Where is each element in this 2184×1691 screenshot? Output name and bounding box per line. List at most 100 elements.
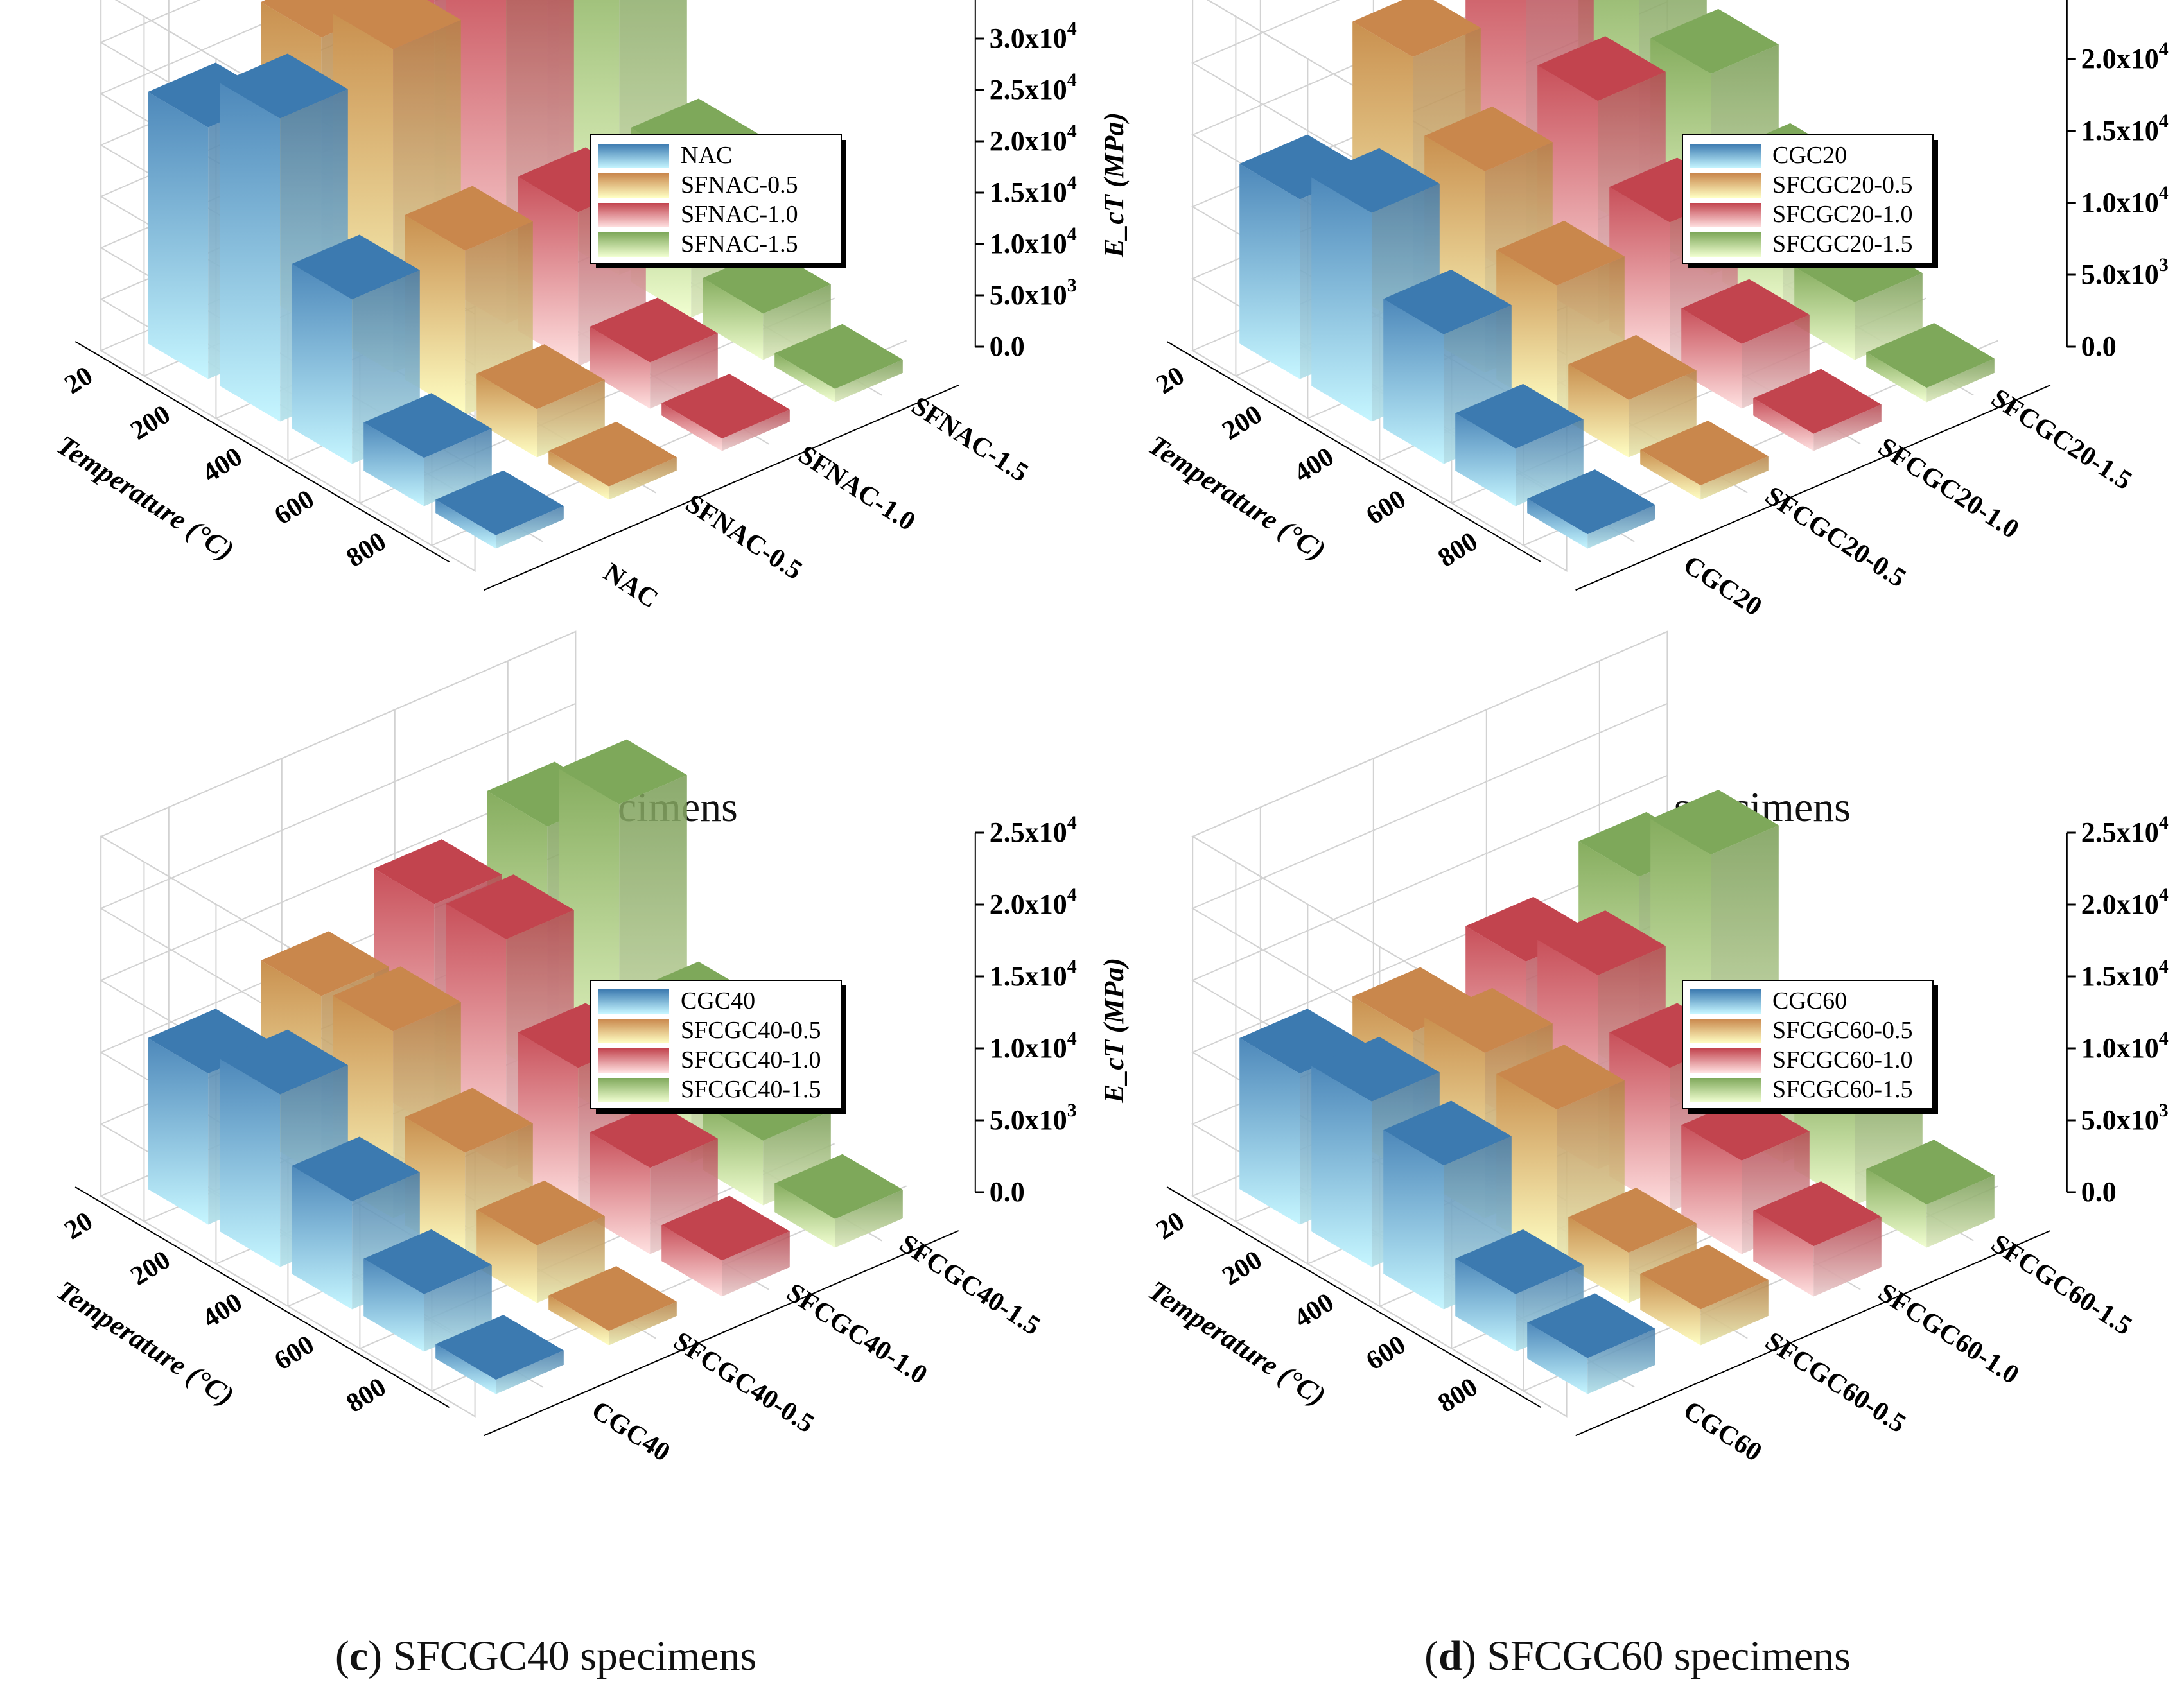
z-tick-label: 2.0x104 xyxy=(990,884,1077,920)
legend-label: SFCGC20-1.0 xyxy=(1772,201,1913,228)
temp-tick-label: 200 xyxy=(1218,399,1268,446)
bar-NAC-400 xyxy=(292,234,420,464)
z-tick-label: 3.5x104 xyxy=(990,0,1077,3)
bars xyxy=(148,739,903,1394)
bar-SFCGC20-0.5-600 xyxy=(1568,334,1697,458)
bar-SFCGC60-1.0-800 xyxy=(1753,1181,1882,1297)
legend-label: SFCGC60-1.5 xyxy=(1772,1076,1913,1103)
legend-label: SFCGC60-0.5 xyxy=(1772,1017,1913,1044)
z-tick-label: 2.5x104 xyxy=(990,69,1077,105)
caption-c: (c) SFCGC40 specimens xyxy=(335,1633,757,1679)
legend-swatch xyxy=(1690,232,1761,257)
legend-label: SFCGC40-0.5 xyxy=(681,1017,821,1044)
z-tick-label: 2.0x104 xyxy=(2081,884,2169,920)
panel-d: 20 200 400 600 800 Temperature (°C) CGC60 SFCGC… xyxy=(1092,630,2183,1691)
z-tick-label: 2.0x104 xyxy=(990,121,1077,157)
z-tick-label: 5.0x103 xyxy=(2081,1100,2169,1136)
z-tick-label: 0.0 xyxy=(2081,1176,2117,1208)
legend-label: CGC60 xyxy=(1772,987,1847,1014)
series-tick-label: SFCGC40-1.5 xyxy=(895,1229,1045,1341)
bar-SFCGC40-1.5-800 xyxy=(774,1154,903,1248)
z-tick-label: 5.0x103 xyxy=(990,275,1077,311)
temp-tick-label: 400 xyxy=(1289,1287,1340,1333)
z-tick-label: 5.0x103 xyxy=(990,1100,1077,1136)
temp-tick-label: 600 xyxy=(270,484,320,530)
bar-NAC-800 xyxy=(435,470,564,549)
bar-SFCGC60-1.5-800 xyxy=(1866,1140,1995,1248)
temp-tick-label: 20 xyxy=(60,361,98,400)
legend-label: SFCGC60-1.0 xyxy=(1772,1046,1913,1073)
bar-NAC-600 xyxy=(363,393,492,507)
z-tick-label: 2.5x104 xyxy=(2081,0,2169,3)
bar-CGC20-800 xyxy=(1527,469,1655,549)
temp-tick-label: 800 xyxy=(342,1372,392,1418)
z-axis-title: E_cT (MPa) xyxy=(1098,112,1130,258)
panel-a: 20 200 400 600 800 Temperature (°C) NAC SFNAC-0… xyxy=(0,0,1130,846)
bar-CGC40-800 xyxy=(435,1315,564,1394)
z-tick-label: 1.0x104 xyxy=(990,1028,1077,1064)
z-tick-label: 1.0x104 xyxy=(990,223,1077,259)
panel-c: 20 200 400 600 800 Temperature (°C) CGC40 SFCGC… xyxy=(0,630,1130,1691)
temp-tick-label: 20 xyxy=(1151,361,1190,400)
bar-SFCGC40-0.5-800 xyxy=(548,1266,677,1346)
legend-swatch xyxy=(598,144,669,168)
legend-label: NAC xyxy=(681,142,732,169)
z-tick-label: 1.5x104 xyxy=(990,172,1077,208)
legend-swatch xyxy=(598,232,669,257)
z-tick-label: 1.0x104 xyxy=(2081,1028,2169,1064)
legend-swatch xyxy=(1690,989,1761,1014)
temperature-axis-title: Temperature (°C) xyxy=(1143,429,1331,566)
bar-CGC20-600 xyxy=(1455,383,1584,507)
z-tick-label: 5.0x103 xyxy=(2081,254,2169,290)
bars xyxy=(1239,790,1995,1394)
temp-tick-label: 400 xyxy=(198,1287,248,1333)
temp-tick-label: 600 xyxy=(270,1330,320,1376)
series-tick-label: SFCGC40-0.5 xyxy=(668,1326,819,1439)
z-tick-label: 0.0 xyxy=(990,1176,1025,1208)
legend-label: SFCGC20-0.5 xyxy=(1772,171,1913,198)
legend-swatch xyxy=(1690,1078,1761,1102)
temp-tick-label: 400 xyxy=(1289,442,1340,488)
legend-swatch xyxy=(1690,1048,1761,1073)
bar-CGC60-800 xyxy=(1527,1293,1655,1394)
legend-label: SFNAC-1.0 xyxy=(681,201,798,228)
temp-tick-label: 20 xyxy=(1151,1206,1190,1245)
series-tick-label: SFNAC-1.0 xyxy=(793,440,920,537)
z-tick-label: 1.5x104 xyxy=(2081,110,2169,146)
legend-label: SFCGC40-1.5 xyxy=(681,1076,821,1103)
legend-swatch xyxy=(598,173,669,198)
legend-swatch xyxy=(598,1019,669,1043)
legend-label: SFCGC40-1.0 xyxy=(681,1046,821,1073)
legend-label: SFNAC-1.5 xyxy=(681,230,798,257)
legend-swatch xyxy=(598,203,669,227)
bar-SFNAC-1.0-800 xyxy=(661,374,790,451)
temp-tick-label: 800 xyxy=(1433,526,1483,573)
bar-SFCGC20-1.5-800 xyxy=(1866,323,1995,403)
series-tick-label: NAC xyxy=(598,558,663,614)
legend-swatch xyxy=(1690,1019,1761,1043)
series-tick-label: SFCGC20-1.5 xyxy=(1986,383,2137,496)
z-tick-label: 3.0x104 xyxy=(990,18,1077,54)
caption-d: (d) SFCGC60 specimens xyxy=(1424,1633,1851,1679)
bar-SFNAC-1.5-800 xyxy=(774,324,903,403)
bar-SFNAC-1.0-600 xyxy=(590,297,718,409)
bar-SFCGC60-0.5-800 xyxy=(1640,1244,1769,1346)
legend-label: CGC40 xyxy=(681,987,755,1014)
bar-SFCGC40-1.0-800 xyxy=(661,1195,790,1297)
z-tick-label: 1.0x104 xyxy=(2081,182,2169,218)
legend-swatch xyxy=(1690,203,1761,227)
temp-tick-label: 800 xyxy=(1433,1372,1483,1418)
temp-tick-label: 200 xyxy=(126,1245,176,1291)
bar-SFCGC40-0.5-600 xyxy=(476,1180,605,1303)
temp-tick-label: 400 xyxy=(198,442,248,488)
series-tick-label: SFCGC60-1.5 xyxy=(1986,1229,2137,1341)
series-tick-label: SFCGC60-0.5 xyxy=(1760,1326,1911,1439)
series-tick-label: SFCGC20-1.0 xyxy=(1873,432,2024,544)
bar-SFCGC20-0.5-800 xyxy=(1640,421,1769,500)
